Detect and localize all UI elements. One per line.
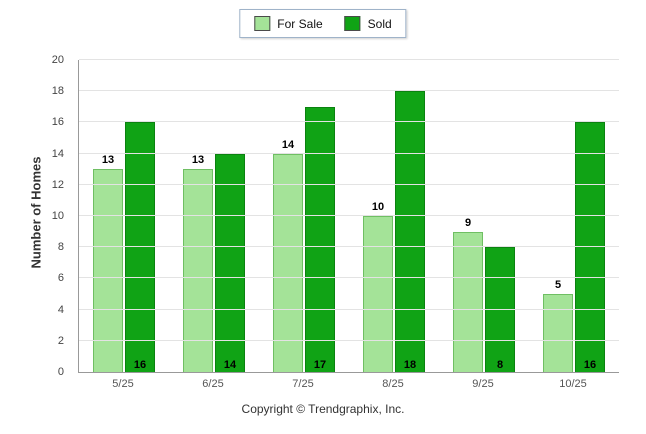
chart-page: For SaleSold Number of Homes 02468101214…: [0, 0, 646, 434]
gridline: [79, 90, 619, 91]
bar-for-sale: 10: [363, 216, 393, 372]
bar-value-label: 14: [282, 139, 294, 151]
bar-value-label: 13: [192, 154, 204, 166]
x-axis-tick: 5/25: [78, 378, 168, 390]
copyright-text: Copyright © Trendgraphix, Inc.: [0, 402, 646, 416]
y-axis-tick: 4: [58, 304, 64, 316]
gridline: [79, 121, 619, 122]
y-axis-tick: 12: [52, 179, 64, 191]
bar-sold: 17: [305, 107, 335, 372]
legend-swatch: [254, 16, 270, 31]
bar-group: 10 18: [349, 60, 439, 372]
legend-item-sold: Sold: [345, 16, 392, 31]
y-axis-tick: 20: [52, 54, 64, 66]
bar-value-label: 16: [134, 359, 146, 371]
gridline: [79, 153, 619, 154]
x-axis-tick: 6/25: [168, 378, 258, 390]
bar-for-sale: 5: [543, 294, 573, 372]
bar-for-sale: 13: [93, 169, 123, 372]
chart-legend: For Sale Sold: [239, 9, 406, 38]
gridline: [79, 340, 619, 341]
bar-value-label: 9: [465, 217, 471, 229]
y-axis-tick: 16: [52, 116, 64, 128]
bar-sold: 18: [395, 91, 425, 372]
y-axis-tick: 14: [52, 148, 64, 160]
bar-value-label: 10: [372, 201, 384, 213]
gridline: [79, 215, 619, 216]
y-axis-tick: 18: [52, 85, 64, 97]
bar-for-sale: 9: [453, 232, 483, 372]
gridline: [79, 246, 619, 247]
y-axis-tick: 0: [58, 366, 64, 378]
bar-group: 5 16: [529, 60, 619, 372]
bar-value-label: 18: [404, 359, 416, 371]
x-axis-tick: 7/25: [258, 378, 348, 390]
x-axis-ticks: 5/256/257/258/259/2510/25: [78, 378, 618, 390]
bar-group: 98: [439, 60, 529, 372]
y-axis-tick: 6: [58, 272, 64, 284]
y-axis-tick: 8: [58, 241, 64, 253]
bar-sold: 16: [125, 122, 155, 372]
bar-value-label: 13: [102, 154, 114, 166]
y-axis-tick: 2: [58, 335, 64, 347]
legend-swatch: [345, 16, 361, 31]
legend-label: For Sale: [277, 17, 322, 31]
bar-value-label: 17: [314, 359, 326, 371]
plot-area: 131613141417101898516: [78, 60, 619, 373]
bar-group: 13 14: [169, 60, 259, 372]
bar-value-label: 14: [224, 359, 236, 371]
legend-item-for-sale: For Sale: [254, 16, 322, 31]
y-axis-tick: 10: [52, 210, 64, 222]
bar-value-label: 16: [584, 359, 596, 371]
y-axis-ticks: 02468101214161820: [0, 60, 72, 372]
gridline: [79, 184, 619, 185]
x-axis-tick: 10/25: [528, 378, 618, 390]
gridline: [79, 277, 619, 278]
bar-groups: 131613141417101898516: [79, 60, 619, 372]
bar-for-sale: 13: [183, 169, 213, 372]
x-axis-tick: 9/25: [438, 378, 528, 390]
bar-group: 13 16: [79, 60, 169, 372]
legend-label: Sold: [368, 17, 392, 31]
gridline: [79, 309, 619, 310]
bar-value-label: 8: [497, 359, 503, 371]
gridline: [79, 59, 619, 60]
x-axis-tick: 8/25: [348, 378, 438, 390]
bar-group: 14 17: [259, 60, 349, 372]
bar-sold: 16: [575, 122, 605, 372]
bar-value-label: 5: [555, 279, 561, 291]
